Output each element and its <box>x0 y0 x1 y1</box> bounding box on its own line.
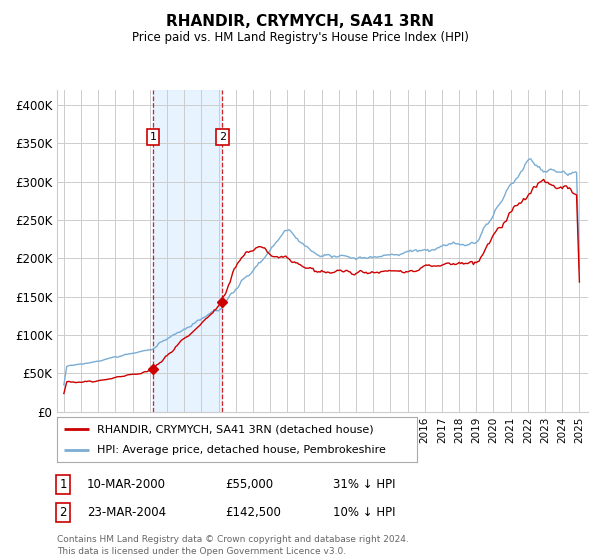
Text: 2: 2 <box>219 132 226 142</box>
Text: £55,000: £55,000 <box>225 478 273 491</box>
Text: Contains HM Land Registry data © Crown copyright and database right 2024.
This d: Contains HM Land Registry data © Crown c… <box>57 535 409 556</box>
Text: 1: 1 <box>149 132 157 142</box>
Text: Price paid vs. HM Land Registry's House Price Index (HPI): Price paid vs. HM Land Registry's House … <box>131 31 469 44</box>
Text: 10% ↓ HPI: 10% ↓ HPI <box>333 506 395 519</box>
Text: 1: 1 <box>59 478 67 491</box>
Text: 10-MAR-2000: 10-MAR-2000 <box>87 478 166 491</box>
Text: 31% ↓ HPI: 31% ↓ HPI <box>333 478 395 491</box>
Text: RHANDIR, CRYMYCH, SA41 3RN (detached house): RHANDIR, CRYMYCH, SA41 3RN (detached hou… <box>97 424 373 435</box>
Text: HPI: Average price, detached house, Pembrokeshire: HPI: Average price, detached house, Pemb… <box>97 445 385 455</box>
Text: £142,500: £142,500 <box>225 506 281 519</box>
Bar <box>153 90 223 412</box>
Text: 2: 2 <box>59 506 67 519</box>
Text: 23-MAR-2004: 23-MAR-2004 <box>87 506 166 519</box>
Text: RHANDIR, CRYMYCH, SA41 3RN: RHANDIR, CRYMYCH, SA41 3RN <box>166 14 434 29</box>
